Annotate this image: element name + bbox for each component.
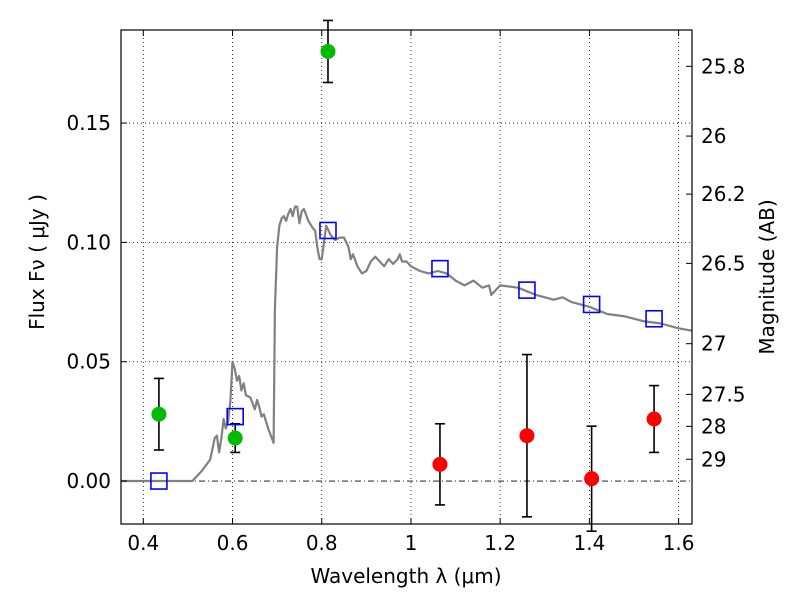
- y2-tick-label: 28: [701, 414, 726, 438]
- y-tick-label: 0.00: [66, 469, 111, 493]
- grid: [121, 30, 692, 524]
- y-tick-label: 0.15: [66, 111, 111, 135]
- y2-tick-label: 29: [701, 447, 726, 471]
- x-tick-label: 1.6: [663, 531, 695, 555]
- y2-tick-label: 26.5: [701, 251, 746, 275]
- model-sed-curve: [121, 205, 692, 483]
- y-tick-label: 0.10: [66, 230, 111, 254]
- model-photometry-point: [582, 295, 601, 314]
- model-photometry-point: [150, 472, 168, 490]
- x-tick-label: 1.4: [573, 531, 605, 555]
- y-axis-label: Flux Fν ( μJy ): [25, 194, 49, 330]
- x-tick-label: 0.4: [127, 531, 159, 555]
- plot-frame: [120, 29, 693, 525]
- y2-axis-label: Magnitude (AB): [755, 199, 779, 354]
- nondetection-point: [584, 471, 600, 487]
- x-axis-label: Wavelength λ (μm): [310, 564, 501, 588]
- y-tick-label: 0.05: [66, 350, 111, 374]
- detection-point: [320, 43, 336, 59]
- detection-point: [151, 406, 167, 422]
- photometry-layer: [150, 19, 663, 532]
- model-sed-layer: [121, 205, 692, 483]
- y2-tick-label: 27.5: [701, 382, 746, 406]
- model-photometry-point: [518, 281, 536, 299]
- plot-background: [121, 30, 692, 524]
- y2-tick-label: 26.2: [701, 182, 746, 206]
- nondetection-point: [432, 456, 448, 472]
- y2-tick-label: 26: [701, 124, 726, 148]
- nondetection-point: [646, 411, 662, 427]
- ticks: 0.4 0.6 0.8 1 1.2 1.4 1.6 0.00 0.05 0.10 0.15 25.8 2…: [66, 30, 746, 555]
- detection-point: [227, 430, 243, 446]
- x-tick-label: 1: [405, 531, 418, 555]
- y2-tick-label: 27: [701, 332, 726, 356]
- model-photometry-point: [431, 259, 449, 278]
- y2-tick-label: 25.8: [701, 54, 746, 78]
- x-tick-label: 0.8: [306, 531, 338, 555]
- model-photometry-point: [319, 221, 337, 240]
- nondetection-point: [519, 428, 535, 444]
- x-tick-label: 0.6: [217, 531, 249, 555]
- model-photometry-point: [645, 309, 663, 328]
- x-tick-label: 1.2: [484, 531, 516, 555]
- model-photometry-point: [226, 407, 244, 426]
